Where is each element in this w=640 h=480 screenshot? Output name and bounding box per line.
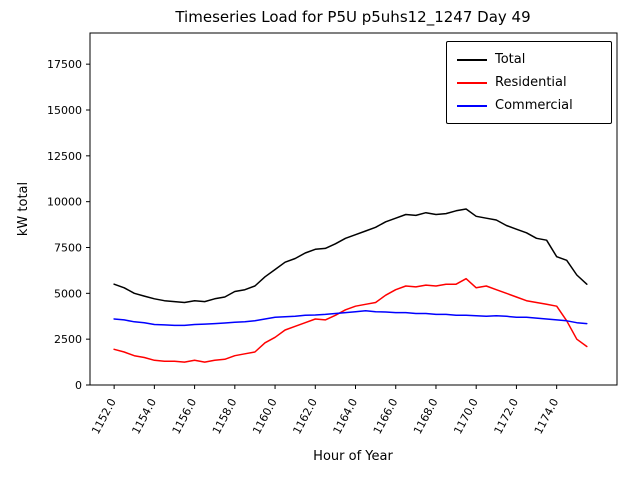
y-tick-label: 5000 xyxy=(54,287,82,300)
plot-border xyxy=(89,32,618,386)
y-axis-label: kW total xyxy=(16,182,31,236)
x-tick-label: 1162.0 xyxy=(290,396,320,436)
y-tick-label: 12500 xyxy=(47,150,82,163)
legend-line-residential-icon xyxy=(457,81,487,84)
x-axis-label: Hour of Year xyxy=(313,449,393,464)
legend-line-total-icon xyxy=(457,58,487,61)
x-tick-label: 1156.0 xyxy=(170,396,200,436)
legend-item-residential: Residential xyxy=(457,71,601,94)
x-tick-label: 1168.0 xyxy=(411,396,441,436)
y-tick-label: 2500 xyxy=(54,333,82,346)
series-line-commercial xyxy=(113,310,588,327)
x-axis-ticks: 1152.0 1154.0 1156.0 1158.0 1160.0 1162.0 1164… xyxy=(89,385,561,436)
series-line-residential xyxy=(113,277,588,363)
legend-item-commercial: Commercial xyxy=(457,94,601,117)
x-tick-label: 1152.0 xyxy=(89,396,119,436)
x-tick-label: 1160.0 xyxy=(250,396,280,436)
y-axis-ticks: 0 2500 5000 7500 10000 12500 15000 17500 xyxy=(47,58,90,392)
x-tick-label: 1166.0 xyxy=(371,396,401,436)
x-tick-label: 1158.0 xyxy=(210,396,240,436)
legend-label-total: Total xyxy=(495,52,526,67)
legend-item-total: Total xyxy=(457,48,601,71)
x-tick-label: 1154.0 xyxy=(129,396,159,436)
y-tick-label: 10000 xyxy=(47,196,82,209)
legend-label-residential: Residential xyxy=(495,75,567,90)
series-lines xyxy=(113,208,588,363)
x-tick-label: 1170.0 xyxy=(451,396,481,436)
y-tick-label: 17500 xyxy=(47,58,82,71)
legend-label-commercial: Commercial xyxy=(495,98,573,113)
axes-frame xyxy=(89,32,618,386)
legend-line-commercial-icon xyxy=(457,104,487,107)
x-tick-label: 1164.0 xyxy=(331,396,361,436)
legend: Total Residential Commercial xyxy=(446,41,612,124)
chart-title: Timeseries Load for P5U p5uhs12_1247 Day… xyxy=(174,8,530,27)
series-line-total xyxy=(113,208,588,304)
x-tick-label: 1174.0 xyxy=(532,396,562,436)
y-tick-label: 7500 xyxy=(54,242,82,255)
y-tick-label: 0 xyxy=(75,379,82,392)
y-tick-label: 15000 xyxy=(47,104,82,117)
x-tick-label: 1172.0 xyxy=(492,396,522,436)
